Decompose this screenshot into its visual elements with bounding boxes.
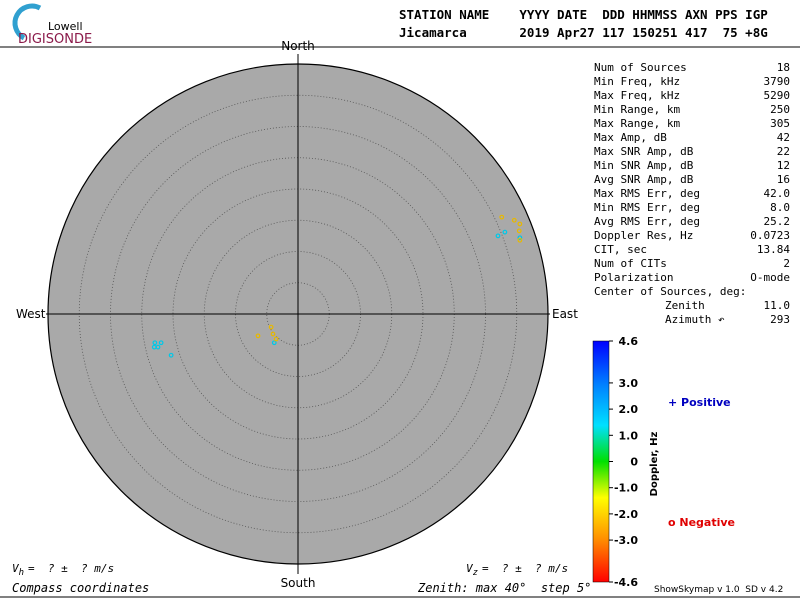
legend-entry: + Positive bbox=[668, 396, 731, 409]
direction-label: South bbox=[281, 576, 316, 590]
stat-value: 0.0723 bbox=[750, 229, 790, 242]
direction-label: West bbox=[16, 307, 46, 321]
stat-value: 2 bbox=[783, 257, 790, 270]
vz-label: Vz = ? ± ? m/s bbox=[466, 562, 568, 578]
vh-sub: h bbox=[19, 568, 24, 578]
colorbar-tick-label: 1.0 bbox=[619, 429, 639, 442]
vh-label: Vh = ? ± ? m/s bbox=[12, 562, 114, 578]
version: ShowSkymap v 1.0 SD v 4.2 bbox=[654, 585, 783, 595]
logo-arc bbox=[12, 3, 42, 41]
stat-label: Polarization bbox=[594, 271, 673, 284]
center-value: 11.0 bbox=[764, 299, 791, 312]
stat-label: Avg SNR Amp, dB bbox=[594, 173, 694, 186]
sky-plot: North South West East bbox=[16, 39, 578, 590]
stat-value: 16 bbox=[777, 173, 790, 186]
stats-table: Num of Sources 18 Min Freq, kHz 3790 Max Fre… bbox=[594, 61, 790, 284]
vh-rest: = ? ± ? m/s bbox=[28, 562, 114, 575]
coords-label: Compass coordinates bbox=[12, 581, 149, 595]
stat-value: 22 bbox=[777, 145, 790, 158]
source-point bbox=[517, 221, 523, 227]
stat-value: 18 bbox=[777, 61, 790, 74]
colorbar-tick-label: 4.6 bbox=[619, 335, 639, 348]
source-point bbox=[152, 340, 158, 346]
source-point bbox=[151, 344, 157, 350]
source-point bbox=[255, 333, 261, 339]
stat-label: Num of Sources bbox=[594, 61, 687, 74]
source-point bbox=[517, 237, 523, 243]
colorbar-label: Doppler, Hz bbox=[649, 432, 660, 497]
direction-label: North bbox=[281, 39, 315, 53]
source-point bbox=[273, 336, 279, 342]
colorbar-tick-label: -4.6 bbox=[614, 576, 638, 589]
source-point bbox=[268, 324, 274, 330]
source-point bbox=[271, 340, 277, 346]
stat-value: 305 bbox=[770, 117, 790, 130]
stat-value: 25.2 bbox=[764, 215, 791, 228]
direction-label: East bbox=[552, 307, 578, 321]
stat-label: Doppler Res, Hz bbox=[594, 229, 693, 242]
stat-label: Min Freq, kHz bbox=[594, 75, 680, 88]
stat-value: 42.0 bbox=[764, 187, 791, 200]
logo-top: Lowell bbox=[48, 20, 83, 33]
center-label: Zenith bbox=[665, 299, 705, 312]
stat-label: Max Range, km bbox=[594, 117, 680, 130]
stat-value: 250 bbox=[770, 103, 790, 116]
logo-bottom: DIGISONDE bbox=[18, 32, 92, 47]
stat-value: O-mode bbox=[750, 271, 790, 284]
stat-label: Num of CITs bbox=[594, 257, 667, 270]
legend-entry: o Negative bbox=[668, 516, 735, 529]
source-point bbox=[516, 228, 522, 234]
vz-sub: z bbox=[473, 568, 478, 578]
stat-value: 3790 bbox=[764, 75, 791, 88]
source-point bbox=[270, 331, 276, 337]
header-line: Jicamarca 2019 Apr27 117 150251 417 75 +… bbox=[399, 25, 768, 40]
source-point bbox=[517, 235, 523, 241]
source-point bbox=[502, 229, 508, 235]
stat-value: 13.84 bbox=[757, 243, 790, 256]
stat-label: Max Amp, dB bbox=[594, 131, 667, 144]
stat-label: Max SNR Amp, dB bbox=[594, 145, 694, 158]
source-point bbox=[495, 233, 501, 239]
colorbar-tick-label: 0 bbox=[630, 456, 638, 469]
vh-v: V bbox=[12, 562, 20, 575]
source-point bbox=[158, 340, 164, 346]
stat-label: Min RMS Err, deg bbox=[594, 201, 700, 214]
colorbar: 4.6 3.0 2.0 1.0 0 -1.0 -2.0 -3.0 -4.6 Doppler, Hz bbox=[592, 335, 660, 589]
center-value: 293 bbox=[770, 313, 790, 326]
colorbar-tick-label: -3.0 bbox=[614, 534, 638, 547]
vz-v: V bbox=[466, 562, 474, 575]
colorbar-tick-label: 2.0 bbox=[619, 403, 639, 416]
source-point bbox=[499, 214, 505, 220]
source-point bbox=[168, 352, 174, 358]
stat-value: 8.0 bbox=[770, 201, 790, 214]
stat-value: 42 bbox=[777, 131, 790, 144]
stat-label: Min Range, km bbox=[594, 103, 680, 116]
colorbar-scale bbox=[592, 340, 610, 583]
colorbar-tick-label: -2.0 bbox=[614, 508, 638, 521]
center-title: Center of Sources, deg: bbox=[594, 285, 746, 298]
header-line: STATION NAME YYYY DATE DDD HHMMSS AXN PP… bbox=[399, 7, 768, 22]
colorbar-tick-label: 3.0 bbox=[619, 377, 639, 390]
stat-label: Min SNR Amp, dB bbox=[594, 159, 694, 172]
stat-label: Max RMS Err, deg bbox=[594, 187, 700, 200]
stat-value: 12 bbox=[777, 159, 790, 172]
colorbar-tick-label: -1.0 bbox=[614, 482, 638, 495]
stat-label: CIT, sec bbox=[594, 243, 647, 256]
stat-value: 5290 bbox=[764, 89, 791, 102]
zenith-info: Zenith: max 40° step 5° bbox=[417, 581, 591, 595]
source-point bbox=[511, 217, 517, 223]
vz-rest: = ? ± ? m/s bbox=[482, 562, 568, 575]
stat-label: Avg RMS Err, deg bbox=[594, 215, 700, 228]
stat-label: Max Freq, kHz bbox=[594, 89, 680, 102]
center-label: Azimuth ↶ bbox=[665, 313, 725, 326]
